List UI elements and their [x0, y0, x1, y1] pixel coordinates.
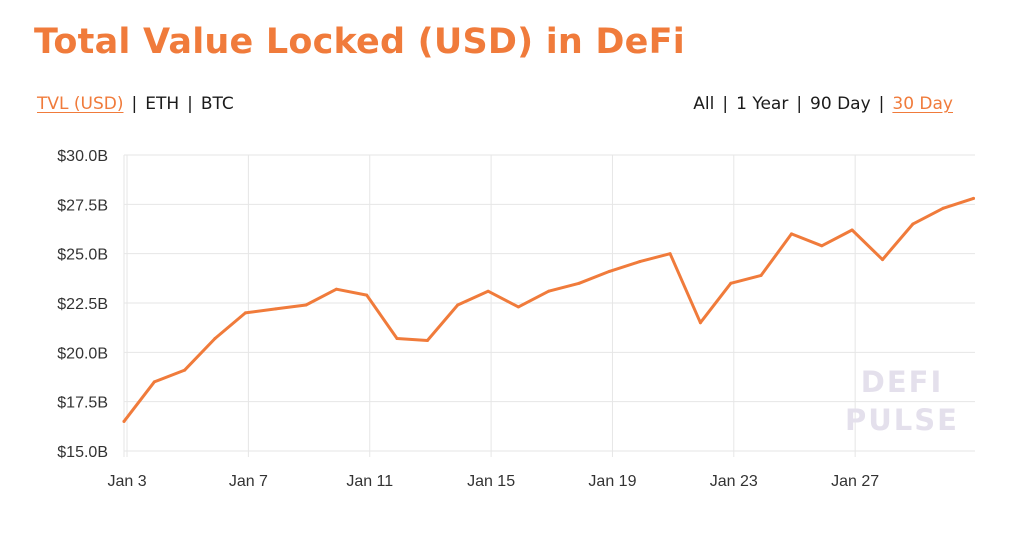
y-tick-label: $30.0B [57, 148, 108, 165]
data-point [577, 281, 581, 285]
data-point [941, 206, 945, 210]
x-tick-label: Jan 7 [229, 473, 268, 490]
data-point [122, 419, 126, 423]
y-tick-label: $27.5B [57, 197, 108, 214]
data-point [274, 307, 278, 311]
tab-all[interactable]: All [693, 94, 715, 114]
tab-separator: | [722, 94, 729, 114]
data-point [425, 339, 429, 342]
data-point [486, 289, 490, 293]
x-tick-label: Jan 27 [831, 473, 879, 490]
y-gridlines [124, 154, 975, 452]
data-point [972, 196, 975, 200]
data-point [698, 321, 702, 325]
data-point [304, 303, 308, 307]
y-tick-label: $22.5B [57, 296, 108, 313]
data-point [334, 287, 338, 291]
x-tick-label: Jan 11 [346, 473, 393, 490]
x-tick-label: Jan 3 [107, 473, 146, 490]
series-group [122, 196, 975, 423]
x-tick-label: Jan 15 [467, 473, 515, 490]
tab-30-day[interactable]: 30 Day [892, 94, 953, 114]
tab-tvl-usd[interactable]: TVL (USD) [37, 94, 124, 114]
series-line [122, 196, 975, 423]
y-tick-label: $17.5B [57, 395, 108, 412]
data-point [881, 258, 884, 262]
tab-separator: | [796, 94, 803, 114]
tab-separator: | [131, 94, 138, 114]
data-point [729, 281, 733, 285]
data-point [183, 368, 187, 372]
tab-btc[interactable]: BTC [200, 94, 234, 114]
tab-90-day[interactable]: 90 Day [810, 94, 871, 114]
page-title: Total Value Locked (USD) in DeFi [34, 22, 685, 62]
data-point [790, 232, 793, 236]
y-tick-label: $20.0B [57, 345, 108, 362]
data-point [668, 252, 672, 256]
data-point [911, 222, 915, 226]
watermark-line-1: DEFI [861, 365, 943, 399]
data-point [820, 244, 824, 248]
data-point [243, 311, 247, 315]
data-point [213, 337, 217, 340]
data-point [638, 260, 642, 264]
data-point [607, 269, 611, 273]
x-tick-label: Jan 19 [588, 473, 636, 490]
tab-separator: | [187, 94, 193, 114]
watermark-line-2: PULSE [845, 403, 959, 437]
denomination-tabs: TVL (USD) | ETH | BTC [37, 94, 234, 114]
data-point [456, 303, 460, 307]
range-tabs: All | 1 Year | 90 Day | 30 Day [693, 94, 953, 114]
tab-1-year[interactable]: 1 Year [736, 94, 789, 114]
data-point [365, 293, 369, 297]
defi-pulse-watermark: DEFI PULSE [845, 365, 959, 437]
data-point [152, 380, 156, 384]
tab-separator: | [878, 94, 885, 114]
data-points [122, 196, 975, 423]
data-point [850, 228, 854, 232]
tab-eth[interactable]: ETH [145, 94, 180, 114]
x-gridlines [123, 155, 856, 457]
y-tick-label: $25.0B [57, 247, 108, 264]
x-tick-label: Jan 23 [710, 473, 758, 490]
y-tick-label: $15.0B [57, 444, 108, 461]
data-point [516, 305, 520, 309]
data-point [759, 273, 763, 277]
x-axis-labels: Jan 3 Jan 7 Jan 11 Jan 15 Jan 19 Jan 23 Jan 27 [107, 473, 879, 490]
data-point [547, 289, 551, 293]
y-axis-labels: $15.0B $17.5B $20.0B $22.5B $25.0B $27.5B $30.… [57, 148, 108, 461]
data-point [395, 337, 399, 340]
